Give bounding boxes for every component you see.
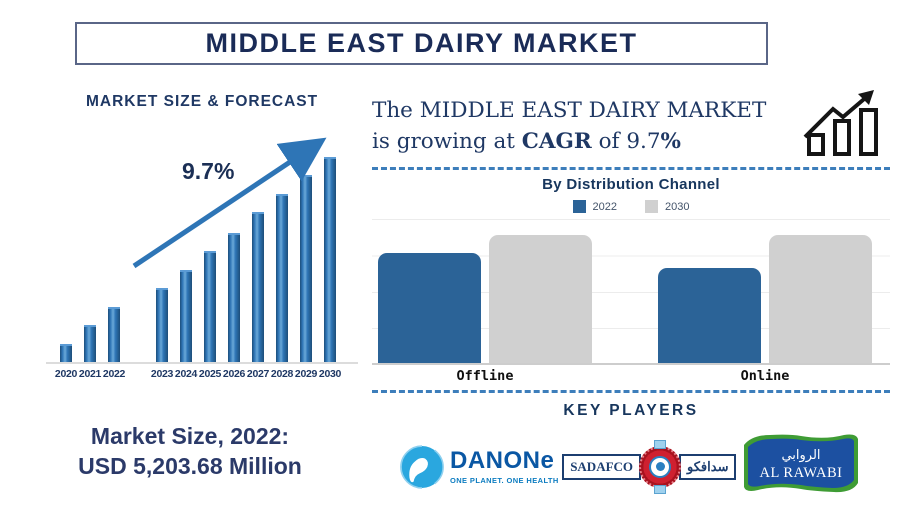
alrawabi-arabic-text: الروابي (781, 448, 820, 463)
legend-item-2022: 2022 (572, 200, 617, 214)
market-size-bars (46, 157, 358, 364)
market-size-bar-2028 (270, 194, 294, 362)
alrawabi-wordmark: AL RAWABI (760, 465, 843, 481)
market-size-year-label: 2023 (150, 368, 174, 380)
market-size-year-label: 2029 (294, 368, 318, 380)
dashed-divider-bottom (372, 390, 890, 394)
distribution-chart (372, 219, 890, 366)
distribution-legend: 2022 2030 (372, 200, 890, 214)
market-size-heading: MARKET SIZE & FORECAST (86, 93, 319, 110)
page-title: MIDDLE EAST DAIRY MARKET (205, 28, 638, 58)
sadafco-emblem-icon (636, 438, 684, 496)
legend-label: 2030 (665, 200, 690, 213)
market-size-bar-2021 (78, 325, 102, 362)
dist-bar-offline-2022 (378, 253, 481, 364)
key-players-heading: KEY PLAYERS (563, 402, 699, 420)
market-size-line1: Market Size, 2022: (90, 423, 290, 449)
danone-logo: DANONe ONE PLANET. ONE HEALTH (400, 444, 559, 489)
market-size-year-label: 2024 (174, 368, 198, 380)
bar-chart-growth-icon (803, 90, 878, 156)
dashed-divider-top (372, 167, 890, 171)
market-size-labels: 2020 2021 2022 2023 2024 2025 2026 2027 2028 2029… (46, 368, 358, 380)
sadafco-wordmark-arabic: سدافكو (679, 453, 737, 480)
key-players-logos: DANONe ONE PLANET. ONE HEALTH SADAFCO سد… (372, 427, 890, 506)
dist-chart-groups (372, 219, 890, 364)
dist-group-offline (378, 235, 592, 364)
right-panel: The MIDDLE EAST DAIRY MARKET is growing … (372, 90, 890, 506)
cagr-value-label: 9.7% (182, 158, 235, 184)
market-size-bar-2022 (102, 307, 126, 362)
market-size-year-label: 2026 (222, 368, 246, 380)
market-size-2022: Market Size, 2022: USD 5,203.68 Million (25, 422, 355, 482)
market-size-year-label: 2020 (54, 368, 78, 380)
market-size-bar-2027 (246, 212, 270, 362)
danone-wordmark: DANONe (450, 446, 555, 474)
cagr-statement-line2: is growing at CAGR of 9.7% (372, 128, 681, 154)
market-size-bar-2023 (150, 288, 174, 362)
cagr-statement-line1: The MIDDLE EAST DAIRY MARKET (372, 98, 767, 123)
market-size-year-label: 2028 (270, 368, 294, 380)
dist-axis-label-online: Online (740, 368, 790, 385)
market-size-year-label: 2021 (78, 368, 102, 380)
alrawabi-banner-icon: الروابي AL RAWABI (743, 434, 858, 493)
legend-swatch (572, 200, 586, 214)
market-size-year-label: 2022 (102, 368, 126, 380)
sadafco-gear (639, 445, 682, 488)
market-size-bar-2025 (198, 251, 222, 362)
dist-axis-label-offline: Offline (456, 368, 514, 385)
alrawabi-logo: الروابي AL RAWABI (740, 427, 862, 506)
sadafco-ribbon-bottom (654, 484, 667, 494)
danone-globe-icon (400, 444, 444, 489)
legend-swatch (645, 200, 658, 214)
cagr-statement: The MIDDLE EAST DAIRY MARKET is growing … (372, 96, 766, 157)
market-size-chart: 2020 2021 2022 2023 2024 2025 2026 2027 2028 2029… (46, 157, 358, 380)
distribution-heading: By Distribution Channel (542, 176, 720, 194)
cagr-statement-row: The MIDDLE EAST DAIRY MARKET is growing … (372, 90, 890, 157)
market-size-bar-2020 (54, 344, 78, 362)
dist-bar-online-2030 (769, 235, 872, 364)
legend-item-2030: 2030 (645, 200, 690, 214)
market-size-bar-2024 (174, 270, 198, 362)
title-box: MIDDLE EAST DAIRY MARKET (75, 22, 768, 65)
sadafco-logo: SADAFCO سدافكو (562, 438, 737, 496)
dist-bar-offline-2030 (489, 235, 592, 364)
dist-chart-labels: Offline Online (372, 368, 890, 384)
dist-group-online (658, 235, 872, 364)
sadafco-core (649, 455, 672, 478)
sadafco-ribbon-top (654, 439, 667, 449)
market-size-bar-2026 (222, 233, 246, 362)
market-size-year-label: 2030 (318, 368, 342, 380)
market-size-year-label: 2025 (198, 368, 222, 380)
danone-tagline: ONE PLANET. ONE HEALTH (450, 475, 559, 485)
growth-trend-arrow (132, 137, 327, 269)
market-size-line2: USD 5,203.68 Million (78, 452, 302, 479)
market-size-year-label: 2027 (246, 368, 270, 380)
market-size-bar-2030 (318, 157, 342, 362)
sadafco-wordmark: SADAFCO (562, 453, 642, 480)
legend-label: 2022 (592, 200, 617, 213)
dist-bar-online-2022 (658, 268, 761, 364)
